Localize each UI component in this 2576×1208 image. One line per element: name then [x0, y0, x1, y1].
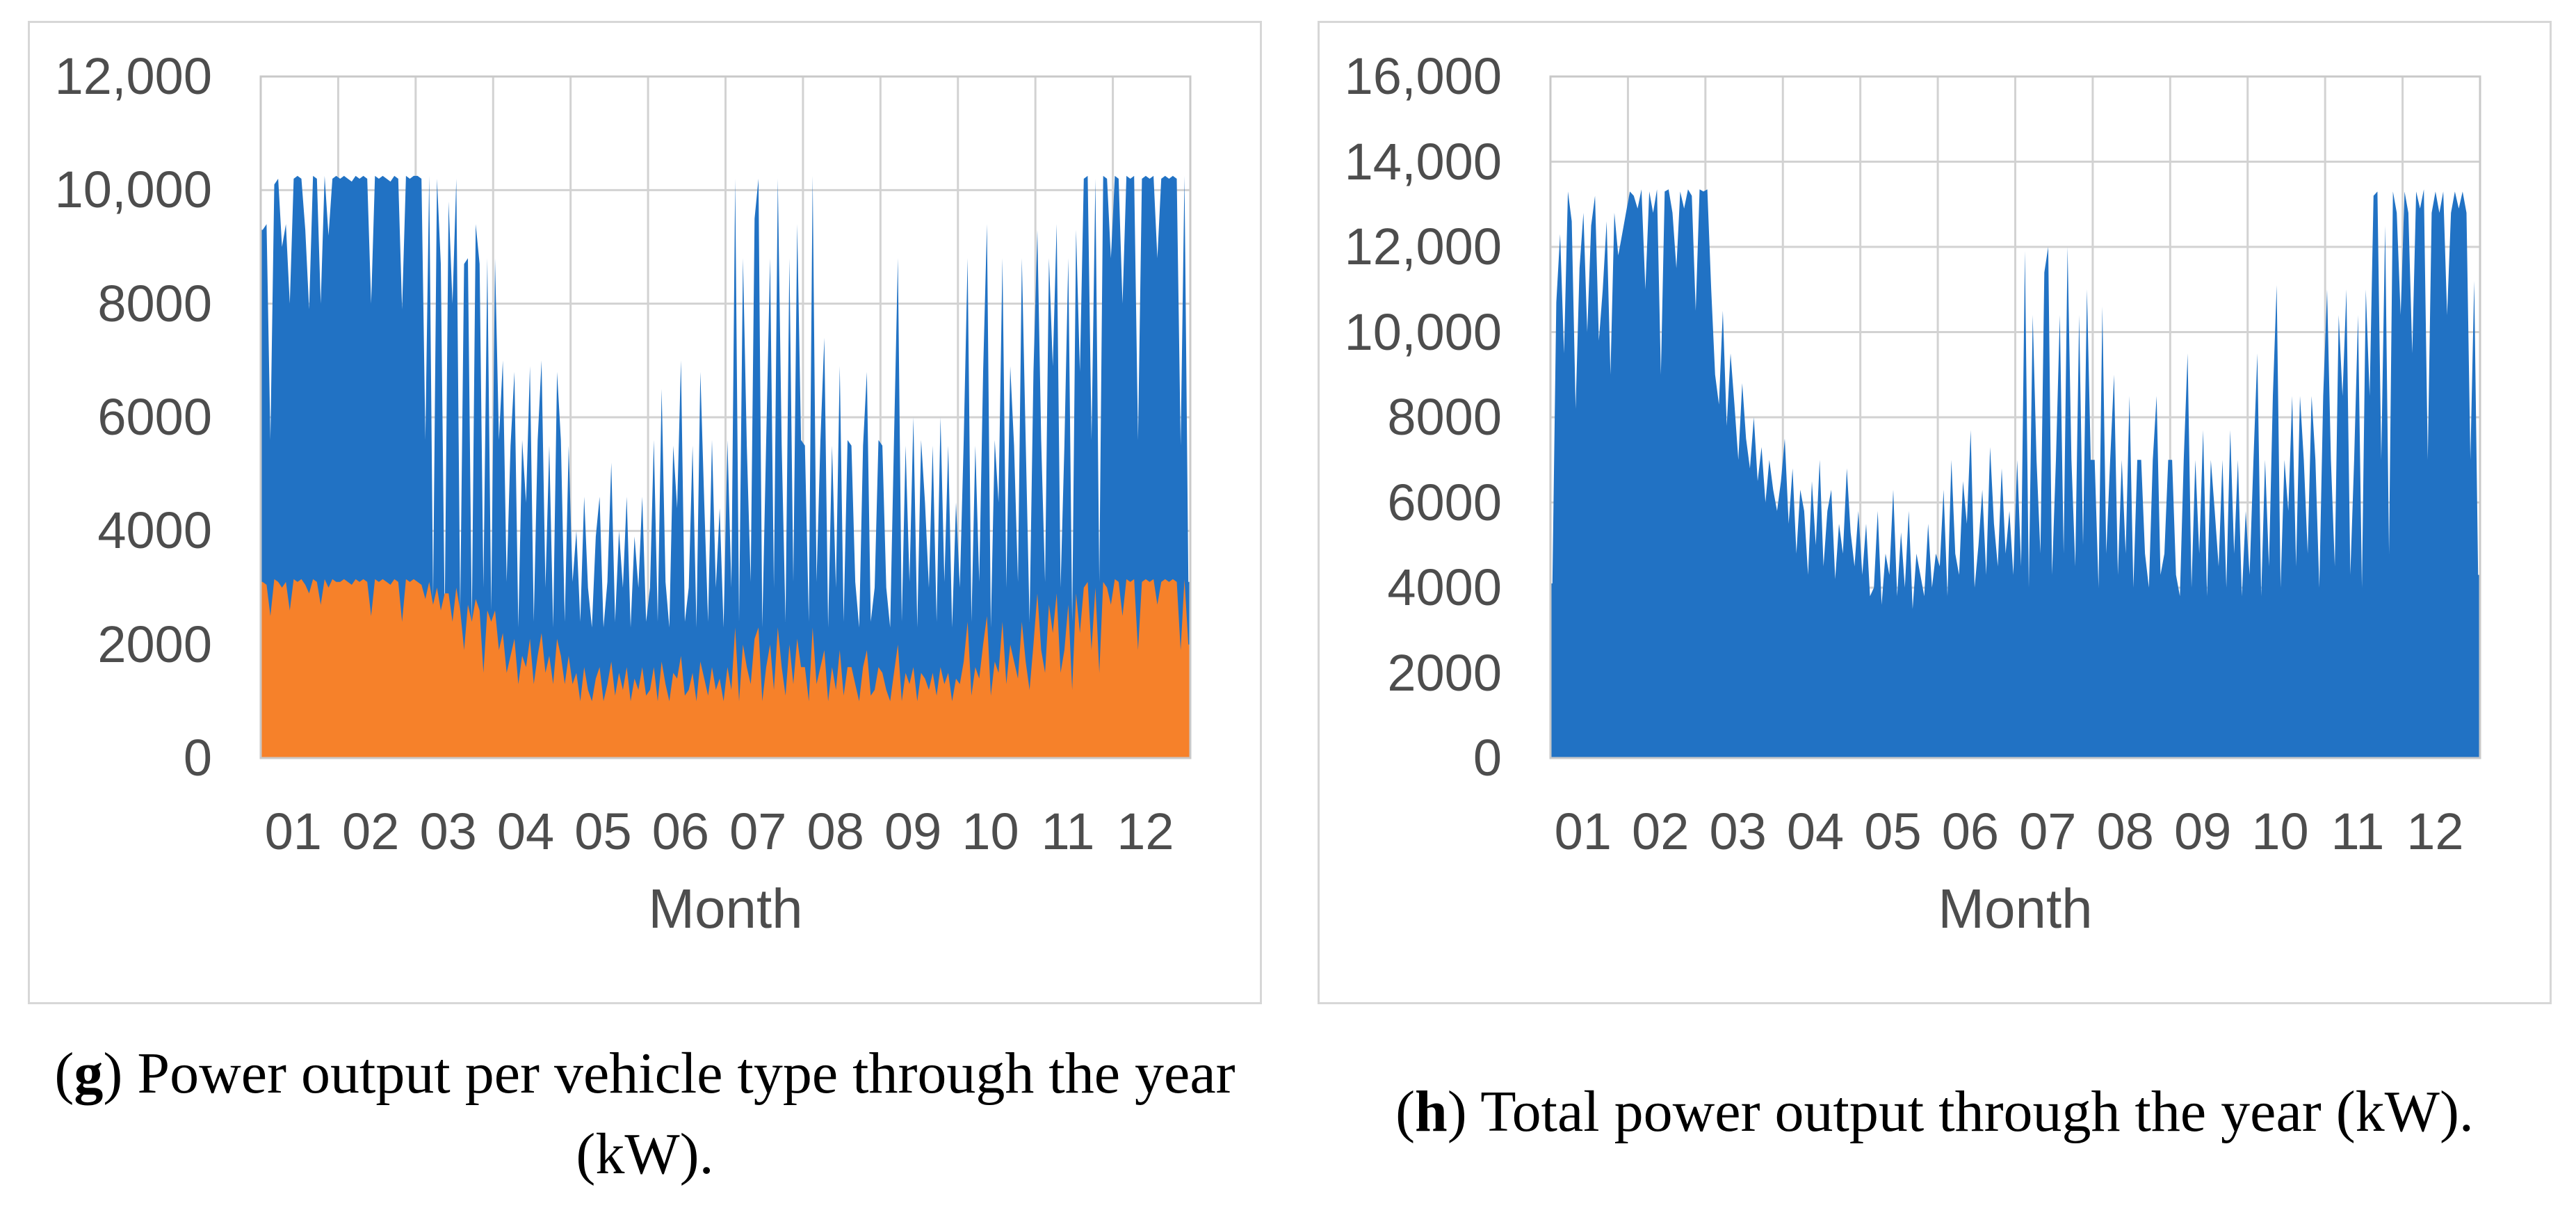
- x-axis-title-g: Month: [648, 878, 803, 940]
- x-axis-tick-label: 10: [962, 803, 1019, 860]
- caption-h-letter: h: [1415, 1079, 1448, 1144]
- x-axis-tick-label: 04: [1786, 803, 1845, 860]
- caption-g: (g) Power output per vehicle type throug…: [28, 1033, 1262, 1195]
- x-axis-tick-label: 12: [1117, 803, 1174, 860]
- y-axis-tick-label: 0: [1473, 729, 1502, 787]
- caption-g-letter: g: [74, 1041, 104, 1106]
- x-axis-tick-label: 08: [807, 803, 864, 860]
- caption-g-open: (: [54, 1041, 74, 1106]
- y-axis-tick-label: 6000: [97, 388, 212, 446]
- area-series-blue: [1550, 189, 2480, 758]
- y-axis-tick-label: 12,000: [1344, 218, 1502, 275]
- y-axis-tick-label: 12,000: [54, 47, 212, 105]
- area-series-blue: [261, 175, 1190, 758]
- chart-panel-h: 16,000 14,000 12,000 10,000 8000 6000 4000 2000…: [1318, 21, 2552, 1004]
- x-axis-tick-label: 08: [2096, 803, 2154, 860]
- x-axis-tick-label: 01: [264, 803, 322, 860]
- y-axis-tick-label: 2000: [1387, 643, 1502, 702]
- y-axis-tick-label: 8000: [1387, 388, 1502, 446]
- y-axis-tick-label: 10,000: [1344, 303, 1502, 361]
- x-axis-tick-label: 11: [2331, 803, 2385, 860]
- y-axis-tick-label: 16,000: [1344, 47, 1502, 105]
- y-axis-tick-label: 0: [183, 729, 212, 787]
- y-axis-tick-label: 6000: [1387, 473, 1502, 531]
- caption-g-close: ): [103, 1041, 123, 1106]
- x-axis-tick-label: 12: [2406, 803, 2464, 860]
- x-axis-tick-label: 03: [1709, 803, 1767, 860]
- x-axis-tick-label: 03: [419, 803, 477, 860]
- caption-h: (h) Total power output through the year …: [1318, 1072, 2552, 1152]
- x-axis-tick-label: 09: [2173, 803, 2232, 860]
- x-axis-tick-label: 07: [729, 803, 787, 860]
- y-axis-tick-label: 2000: [97, 615, 212, 673]
- y-axis-tick-label: 14,000: [1344, 132, 1502, 191]
- x-axis-tick-label: 04: [496, 803, 555, 860]
- caption-h-text: Total power output through the year (kW)…: [1466, 1079, 2474, 1144]
- x-axis-tick-label: 02: [342, 803, 400, 860]
- x-axis-tick-label: 09: [884, 803, 942, 860]
- area-chart-g: [259, 75, 1192, 759]
- y-axis-tick-label: 8000: [97, 274, 212, 332]
- x-axis-tick-label: 05: [574, 803, 632, 860]
- area-series-orange: [261, 579, 1190, 758]
- y-axis-tick-label: 10,000: [54, 161, 212, 219]
- x-axis-tick-label: 06: [651, 803, 710, 860]
- caption-g-text: Power output per vehicle type through th…: [122, 1041, 1236, 1186]
- x-axis-tick-label: 07: [2019, 803, 2077, 860]
- x-axis-tick-label: 10: [2251, 803, 2309, 860]
- caption-h-close: ): [1447, 1079, 1467, 1144]
- caption-h-open: (: [1395, 1079, 1416, 1144]
- chart-panel-g: 12,000 10,000 8000 6000 4000 2000 0 01 02 03 04 05…: [28, 21, 1262, 1004]
- x-axis-tick-label: 02: [1632, 803, 1690, 860]
- y-axis-tick-label: 4000: [97, 501, 212, 560]
- y-axis-tick-label: 4000: [1387, 558, 1502, 616]
- x-axis-tick-label: 06: [1941, 803, 2000, 860]
- area-chart-h: [1549, 75, 2481, 759]
- x-axis-title-h: Month: [1938, 878, 2093, 940]
- x-axis-tick-label: 01: [1554, 803, 1612, 860]
- x-axis-tick-label: 11: [1041, 803, 1095, 860]
- x-axis-tick-label: 05: [1864, 803, 1922, 860]
